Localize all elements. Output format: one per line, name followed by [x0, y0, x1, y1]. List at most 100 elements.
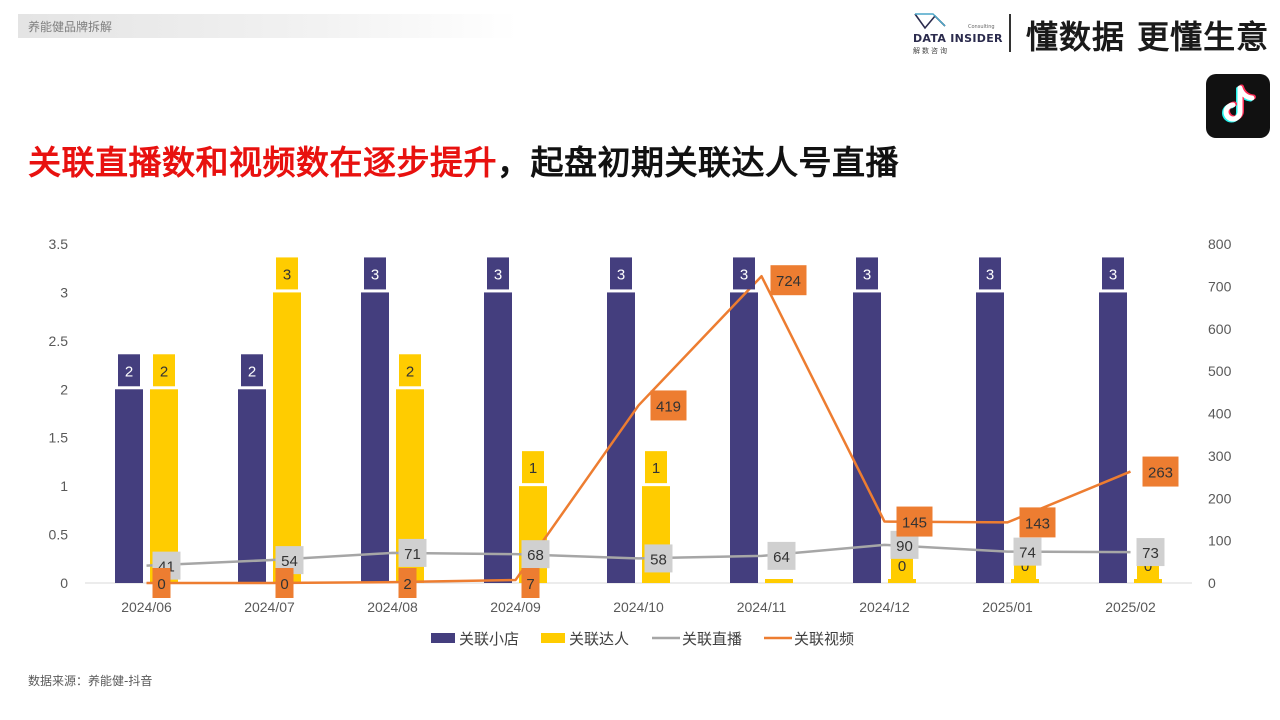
label-shop: 3	[1109, 266, 1117, 283]
label-video-bg	[770, 265, 807, 296]
label-shop-bg	[487, 257, 509, 290]
legend-swatch	[541, 633, 565, 643]
label-video: 145	[902, 515, 927, 532]
data-source: 数据来源：养能健-抖音	[28, 674, 153, 688]
y-left-tick-label: 2.5	[49, 333, 69, 349]
label-shop: 3	[986, 266, 994, 283]
label-video-bg	[1142, 456, 1179, 487]
y-left-tick-label: 0.5	[49, 527, 69, 543]
legend-label: 关联达人	[569, 630, 629, 648]
header-divider	[1009, 14, 1011, 52]
label-video-bg	[650, 390, 687, 421]
label-video-bg	[1019, 507, 1056, 538]
legend-label: 关联直播	[682, 630, 742, 648]
label-influencer: 3	[283, 266, 291, 283]
y-left-tick-label: 1	[60, 478, 68, 494]
label-video: 2	[403, 576, 411, 593]
bar-shop	[1099, 292, 1127, 583]
label-live: 64	[773, 549, 790, 566]
label-shop: 3	[740, 266, 748, 283]
line-live	[146, 543, 1131, 567]
y-right-tick-label: 800	[1208, 236, 1232, 252]
label-shop: 3	[617, 266, 625, 283]
bar-shop	[238, 389, 266, 583]
label-shop-bg	[610, 257, 632, 290]
label-live: 90	[896, 538, 913, 555]
logo-mark-icon	[914, 13, 946, 30]
label-live: 68	[527, 547, 544, 564]
label-video: 419	[656, 398, 681, 415]
label-video: 7	[526, 576, 534, 593]
bar-shop	[361, 292, 389, 583]
label-shop-bg	[1102, 257, 1124, 290]
bar-influencer	[765, 579, 793, 583]
y-right-tick-label: 0	[1208, 575, 1216, 591]
label-influencer-bg	[645, 451, 667, 484]
y-right-tick-label: 700	[1208, 278, 1232, 294]
label-live-bg	[1136, 538, 1165, 567]
y-right-tick-label: 100	[1208, 533, 1232, 549]
label-live: 74	[1019, 545, 1036, 562]
y-right-tick-label: 500	[1208, 363, 1232, 379]
label-influencer: 2	[160, 363, 168, 380]
label-shop-bg	[856, 257, 878, 290]
label-video-bg	[521, 568, 540, 598]
label-influencer-bg	[522, 451, 544, 484]
bar-shop	[484, 292, 512, 583]
y-right-tick-label: 600	[1208, 321, 1232, 337]
label-shop-bg	[979, 257, 1001, 290]
label-shop-bg	[733, 257, 755, 290]
logo-consulting-text: Consulting	[968, 24, 995, 30]
label-live: 71	[404, 546, 421, 563]
label-shop: 3	[371, 266, 379, 283]
x-tick-label: 2024/07	[244, 599, 295, 615]
label-video-bg	[152, 568, 171, 598]
bar-shop	[730, 292, 758, 583]
label-live: 58	[650, 551, 667, 568]
label-influencer-bg	[153, 354, 175, 387]
data-insider-logo: Consulting DATA INSIDER 解数咨询	[910, 8, 1010, 56]
label-video: 143	[1025, 515, 1050, 532]
label-video-bg	[275, 568, 294, 598]
y-left-tick-label: 1.5	[49, 430, 69, 446]
headline: 关联直播数和视频数在逐步提升，起盘初期关联达人号直播	[28, 136, 899, 184]
logo-text-cn: 解数咨询	[913, 47, 949, 55]
x-tick-label: 2025/01	[982, 599, 1033, 615]
label-shop: 3	[494, 266, 502, 283]
combo-chart: 00.511.522.533.5010020030040050060070080…	[49, 236, 1232, 648]
x-tick-label: 2024/09	[490, 599, 541, 615]
x-tick-label: 2024/08	[367, 599, 418, 615]
label-live-bg	[1013, 537, 1042, 566]
label-live-bg	[767, 541, 796, 570]
label-shop: 2	[125, 363, 133, 380]
label-influencer: 0	[1021, 558, 1029, 575]
y-left-tick-label: 0	[60, 575, 68, 591]
y-right-tick-label: 200	[1208, 490, 1232, 506]
x-tick-label: 2024/11	[737, 599, 787, 615]
legend-label: 关联视频	[794, 630, 854, 648]
label-shop: 2	[248, 363, 256, 380]
bar-shop	[115, 389, 143, 583]
bar-shop	[607, 292, 635, 583]
x-tick-label: 2024/06	[121, 599, 172, 615]
logo-text-en: DATA INSIDER	[913, 32, 1003, 45]
headline-highlight: 关联直播数和视频数在逐步提升	[28, 143, 497, 182]
label-live-bg	[521, 540, 550, 569]
bar-influencer	[150, 389, 178, 583]
label-shop: 3	[863, 266, 871, 283]
y-left-tick-label: 3	[60, 284, 68, 300]
slogan: 懂数据 更懂生意	[1026, 18, 1270, 56]
label-shop-bg	[118, 354, 140, 387]
y-right-tick-label: 400	[1208, 406, 1232, 422]
bar-influencer	[273, 292, 301, 583]
label-influencer-bg	[276, 257, 298, 290]
bar-shop	[976, 292, 1004, 583]
label-influencer: 1	[529, 460, 537, 477]
tiktok-icon	[1206, 74, 1270, 138]
label-video: 724	[776, 273, 801, 290]
report-tag: 养能健品牌拆解	[28, 20, 113, 34]
label-influencer-bg	[399, 354, 421, 387]
label-influencer: 1	[652, 460, 660, 477]
report-tag-bar: 养能健品牌拆解	[18, 14, 518, 38]
line-video	[146, 274, 1131, 585]
